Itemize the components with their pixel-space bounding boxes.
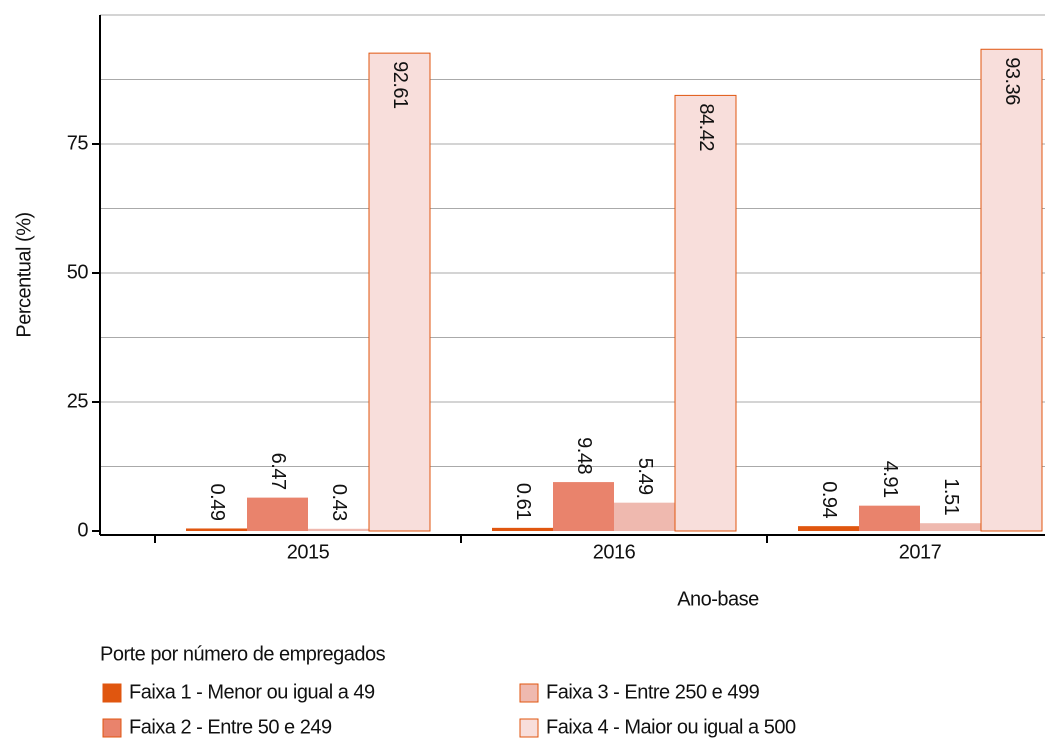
data-label: 0.43	[328, 484, 350, 521]
legend-swatch	[102, 683, 122, 703]
x-tick-label: 2017	[899, 541, 942, 563]
data-label: 84.42	[695, 103, 717, 151]
legend-title: Porte por número de empregados	[100, 643, 386, 665]
bar	[859, 505, 920, 531]
y-tick-label: 50	[67, 261, 89, 283]
bar	[920, 523, 981, 531]
y-tick-label: 75	[67, 132, 89, 154]
legend-label: Faixa 2 - Entre 50 e 249	[129, 716, 332, 738]
bar	[368, 52, 431, 532]
data-label: 5.49	[634, 458, 656, 495]
data-label: 93.36	[1001, 57, 1023, 105]
legend-label: Faixa 3 - Entre 250 e 499	[546, 681, 760, 703]
data-label: 0.94	[818, 481, 840, 518]
y-tick-label: 25	[67, 390, 89, 412]
legend-label: Faixa 4 - Maior ou igual a 500	[546, 716, 796, 738]
legend-swatch	[102, 718, 122, 738]
legend-label: Faixa 1 - Menor ou igual a 49	[129, 681, 375, 703]
data-label: 6.47	[267, 453, 289, 490]
bar	[553, 482, 614, 531]
data-label: 1.51	[940, 478, 962, 515]
data-label: 0.61	[512, 483, 534, 520]
legend-swatch	[519, 718, 539, 738]
data-label: 92.61	[389, 61, 411, 109]
data-label: 4.91	[879, 461, 901, 498]
bar	[186, 528, 247, 531]
x-tick-label: 2016	[593, 541, 636, 563]
bar	[247, 497, 308, 531]
data-label: 0.49	[206, 484, 228, 521]
legend-swatch	[519, 683, 539, 703]
x-tick-label: 2015	[287, 541, 330, 563]
x-axis-label: Ano-base	[677, 588, 759, 610]
bar	[674, 94, 737, 532]
bar	[614, 502, 675, 531]
bar	[308, 528, 369, 531]
bar	[798, 526, 859, 531]
bar	[980, 48, 1043, 532]
y-axis-label: Percentual (%)	[13, 212, 35, 337]
bar	[492, 527, 553, 531]
y-tick-label: 0	[77, 519, 88, 541]
data-label: 9.48	[573, 437, 595, 474]
